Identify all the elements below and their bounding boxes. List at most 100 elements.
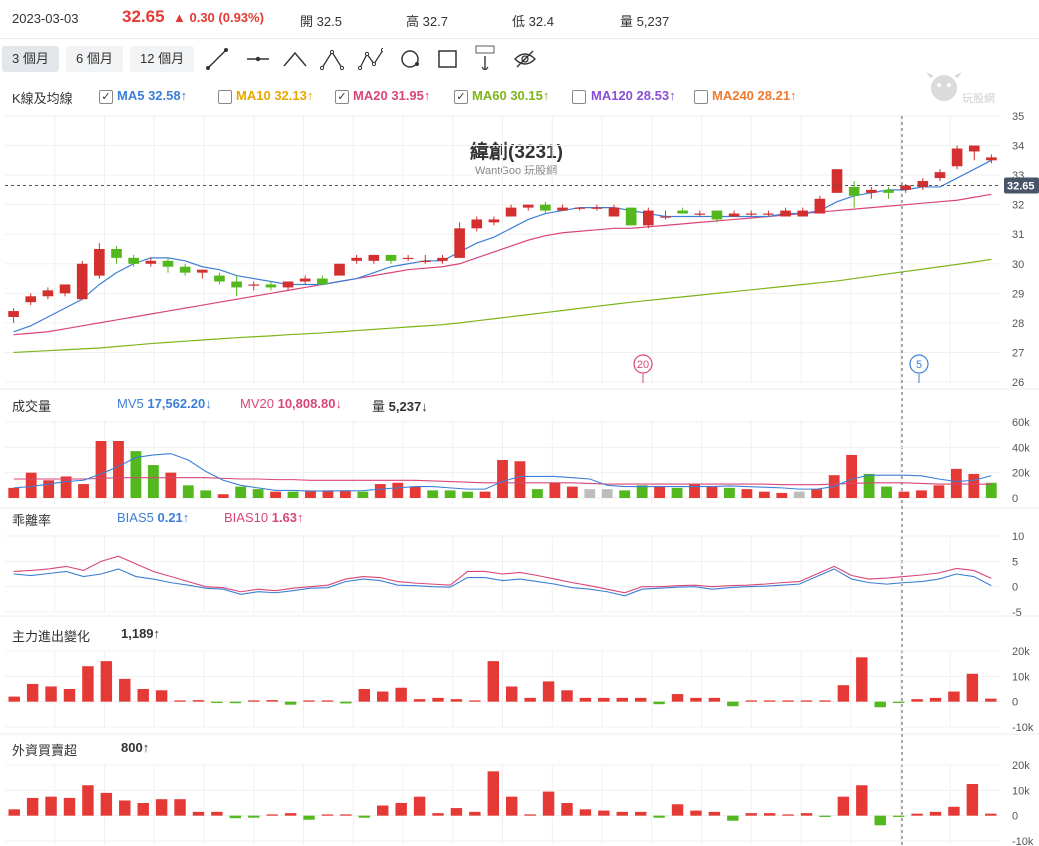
- volume-bar: [200, 490, 212, 498]
- abcd-pattern-icon[interactable]: [357, 46, 383, 72]
- range-12m-button[interactable]: 12 個月: [130, 46, 195, 72]
- ma20-checkbox[interactable]: ✓: [335, 90, 349, 104]
- volume-bar: [776, 492, 788, 498]
- volume-quote: 量 5,237: [620, 11, 669, 30]
- volume-bar: [601, 489, 613, 498]
- candle-body: [76, 263, 88, 300]
- main-force-bar: [469, 700, 481, 702]
- rect-tool-icon[interactable]: [435, 46, 461, 72]
- ma60-checkbox[interactable]: ✓: [454, 90, 468, 104]
- candle-body: [179, 266, 191, 273]
- foreign-bar: [119, 800, 131, 816]
- volume-bar: [671, 487, 683, 498]
- main-force-bar: [119, 678, 131, 702]
- main-force-bar: [432, 697, 444, 702]
- foreign-bar: [377, 805, 389, 816]
- candle-body: [866, 189, 877, 193]
- candle-body: [986, 157, 997, 161]
- volume-bar: [305, 490, 316, 498]
- foreign-bar: [598, 810, 610, 816]
- main-force-bar: [100, 661, 113, 702]
- candle-body: [951, 148, 963, 167]
- main-force-bar: [506, 686, 518, 702]
- main-force-bar: [837, 685, 850, 702]
- vol-legend: 量 5,237↓: [372, 399, 428, 414]
- abc-pattern-icon[interactable]: [318, 46, 344, 72]
- candle-body: [419, 260, 431, 263]
- candle-body: [814, 198, 826, 214]
- main-force-bar: [708, 697, 721, 702]
- candle-body: [917, 181, 929, 187]
- text-tool-icon[interactable]: [472, 44, 498, 70]
- bias-tick-label: 5: [1012, 556, 1018, 568]
- range-6m-button[interactable]: 6 個月: [66, 46, 123, 72]
- volume-bar: [462, 491, 473, 498]
- volume-bar: [532, 489, 543, 498]
- ma240-checkbox[interactable]: [694, 90, 708, 104]
- main-force-bar: [45, 686, 57, 702]
- volume-bar: [392, 482, 404, 498]
- main-force-bar: [358, 689, 371, 702]
- volume-bar: [25, 472, 37, 498]
- foreign-bar: [966, 784, 979, 816]
- foreign-panel-title: 外資買賣超: [12, 743, 78, 758]
- range-3m-button[interactable]: 3 個月: [2, 46, 59, 72]
- ma120-checkbox[interactable]: [572, 90, 586, 104]
- line-tool-icon[interactable]: [204, 46, 230, 72]
- mv20-line: [13, 477, 992, 486]
- main-force-tick-label: 0: [1012, 697, 1018, 709]
- candle-body: [196, 269, 208, 273]
- foreign-bar: [82, 785, 94, 816]
- main-force-bar: [192, 700, 205, 702]
- ma5-checkbox[interactable]: ✓: [99, 90, 113, 104]
- hide-eye-icon[interactable]: [512, 46, 538, 72]
- ma10-checkbox[interactable]: [218, 90, 232, 104]
- candle-body: [625, 207, 637, 226]
- main-force-bar: [155, 690, 168, 702]
- ma10-value: MA10 32.13↑: [236, 88, 314, 103]
- mv5-line: [13, 453, 992, 492]
- volume-bar: [636, 485, 648, 498]
- foreign-bar: [8, 809, 20, 816]
- main-force-bar: [727, 701, 739, 707]
- main-force-bar: [653, 701, 665, 705]
- foreign-bar: [432, 813, 444, 816]
- main-force-bar: [782, 700, 794, 702]
- mv20-legend: MV20 10,808.80↓: [240, 396, 342, 411]
- candle-body: [94, 249, 105, 276]
- foreign-bar: [892, 815, 905, 817]
- ma120-value: MA120 28.53↑: [591, 88, 676, 103]
- candle-body: [797, 210, 809, 217]
- volume-bar: [43, 480, 55, 498]
- foreign-bar: [192, 811, 205, 816]
- candle-body: [334, 263, 345, 276]
- foreign-bar: [579, 809, 592, 816]
- volume-bar: [60, 476, 72, 498]
- price-tick-label: 27: [1012, 347, 1024, 359]
- volume-bar: [898, 491, 910, 498]
- main-force-bar: [874, 701, 886, 708]
- ma5-line: [13, 159, 992, 333]
- candle-body: [317, 278, 328, 285]
- ma20-value: MA20 31.95↑: [353, 88, 431, 103]
- foreign-bar: [837, 796, 850, 816]
- main-force-bar: [800, 700, 813, 702]
- candle-body: [694, 213, 706, 215]
- main-force-bar: [616, 697, 628, 702]
- candle-body: [522, 204, 534, 208]
- main-force-bar: [819, 700, 831, 702]
- volume-bar: [566, 486, 578, 498]
- circle-tool-icon[interactable]: [397, 46, 423, 72]
- high-value: 32.7: [422, 14, 448, 29]
- foreign-bar: [727, 815, 739, 821]
- main-force-bar: [948, 691, 960, 702]
- angle-tool-icon[interactable]: [282, 46, 308, 72]
- low-value: 32.4: [528, 14, 554, 29]
- foreign-bar: [321, 814, 334, 816]
- candle-body: [368, 254, 380, 261]
- candle-body: [8, 311, 19, 317]
- volume-bar: [78, 484, 89, 498]
- horizontal-line-icon[interactable]: [245, 46, 271, 72]
- candle-body: [265, 284, 277, 288]
